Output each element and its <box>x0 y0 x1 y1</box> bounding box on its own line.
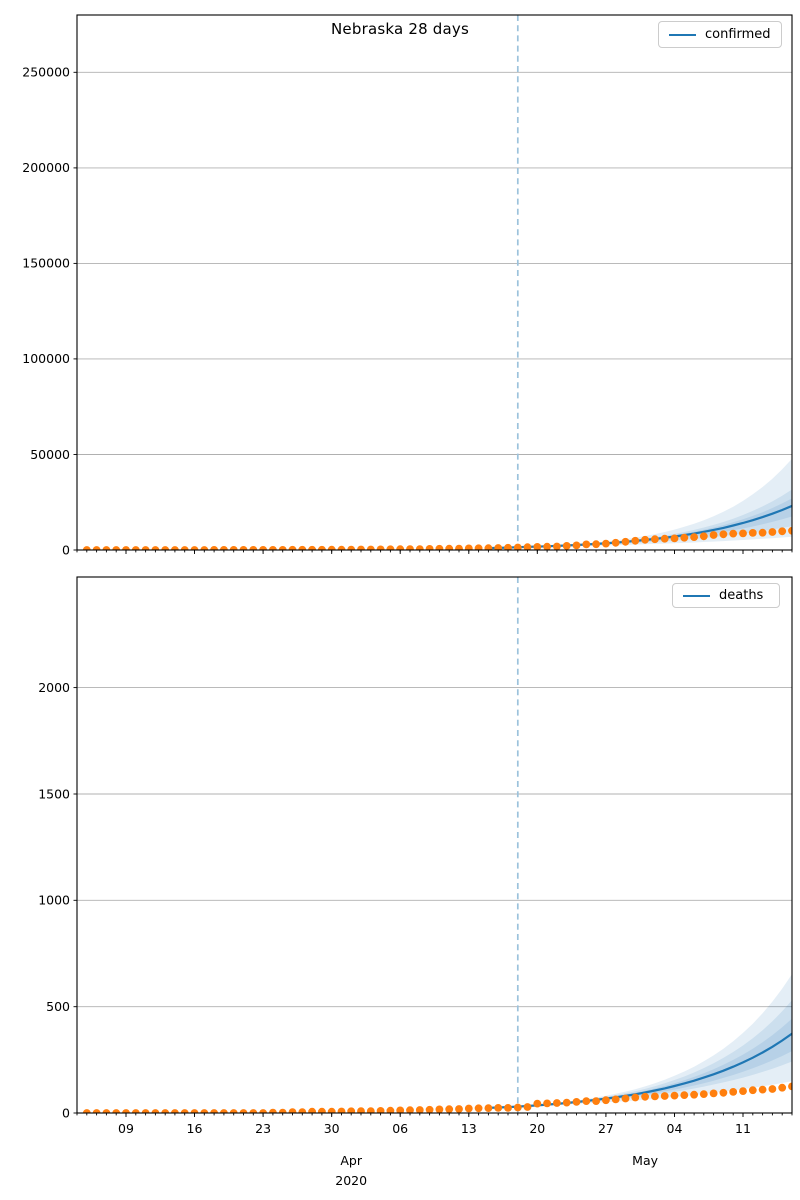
confirmed-subplot: 0 50000 100000 150000 200000 250000 <box>22 14 793 557</box>
y-tick-label: 150000 <box>22 256 70 271</box>
y-axis-ticks: 0 50000 100000 150000 200000 250000 <box>22 65 77 557</box>
forecast-band-outer <box>488 974 792 1108</box>
y-tick-label: 200000 <box>22 160 70 175</box>
plot-frame <box>76 576 793 1114</box>
x-tick-label: 09 <box>118 1121 134 1136</box>
y-tick-label: 0 <box>62 542 70 557</box>
y-gridlines <box>77 71 792 455</box>
figure-title: Nebraska 28 days <box>331 20 469 38</box>
legend-confirmed: confirmed <box>658 21 782 48</box>
forecast-band-outer <box>488 458 792 549</box>
actual-data-points <box>82 526 792 550</box>
y-tick-label: 250000 <box>22 65 70 80</box>
legend-deaths: deaths <box>672 583 780 608</box>
x-tick-label: 23 <box>255 1121 271 1136</box>
actual-data-points <box>82 1082 792 1113</box>
x-tick-label: 27 <box>598 1121 614 1136</box>
y-tick-label: 1500 <box>38 786 70 801</box>
plot-region <box>82 15 792 550</box>
y-tick-label: 50000 <box>30 447 70 462</box>
month-label: May <box>632 1153 658 1168</box>
x-tick-labels: 09 16 23 30 06 13 20 27 04 11 <box>118 1121 751 1136</box>
plot-region <box>82 577 792 1113</box>
forecast-band-inner <box>488 498 792 549</box>
legend-line-sample-deaths <box>683 594 710 597</box>
legend-line-sample-confirmed <box>669 33 696 36</box>
x-tick-label: 30 <box>324 1121 340 1136</box>
month-label: Apr <box>340 1153 362 1168</box>
legend-label-confirmed: confirmed <box>705 27 771 42</box>
y-tick-label: 500 <box>46 999 70 1014</box>
deaths-subplot: 0 500 1000 1500 2000 <box>38 576 793 1120</box>
x-axis-ticks <box>76 1113 793 1117</box>
y-tick-label: 1000 <box>38 893 70 908</box>
forecast-band-middle <box>488 1000 792 1108</box>
x-tick-label: 16 <box>187 1121 203 1136</box>
forecast-band-inner <box>488 1018 792 1108</box>
x-tick-label: 04 <box>667 1121 683 1136</box>
legend-label-deaths: deaths <box>719 588 764 603</box>
x-tick-label: 13 <box>461 1121 477 1136</box>
x-tick-label: 20 <box>529 1121 545 1136</box>
month-labels: Apr 2020 May <box>335 1153 658 1188</box>
y-axis-ticks: 0 500 1000 1500 2000 <box>38 680 77 1120</box>
x-tick-label: 11 <box>735 1121 751 1136</box>
y-tick-label: 2000 <box>38 680 70 695</box>
y-tick-label: 0 <box>62 1105 70 1120</box>
plot-frame <box>76 14 793 551</box>
year-label: 2020 <box>335 1173 367 1188</box>
y-tick-label: 100000 <box>22 351 70 366</box>
x-axis-ticks <box>76 550 793 554</box>
x-tick-label: 06 <box>392 1121 408 1136</box>
y-gridlines <box>77 687 792 1008</box>
